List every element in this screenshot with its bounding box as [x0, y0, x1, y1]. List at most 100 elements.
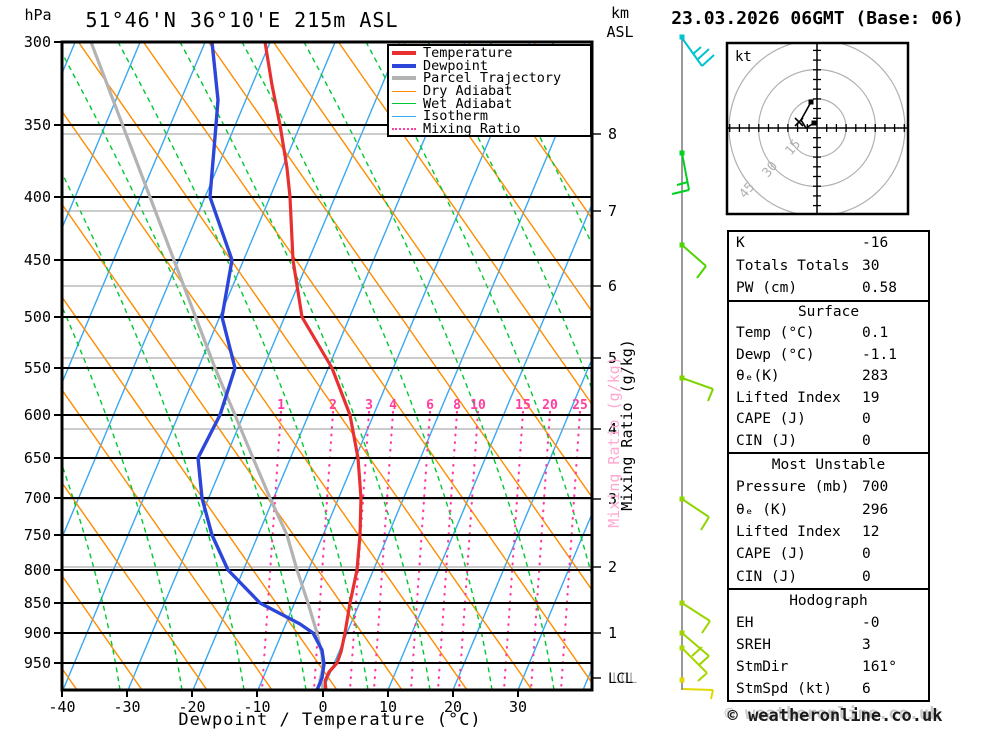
legend-item: Temperature — [392, 47, 590, 60]
wind-barb — [679, 375, 714, 402]
dry-adiabat-line — [62, 295, 338, 690]
altitude-axis-unit-km: km — [610, 4, 630, 22]
legend-item: Dry Adiabat — [392, 84, 590, 98]
table-row: CIN (J) 0 — [729, 566, 928, 588]
temp-tick-label: -30 — [113, 698, 140, 716]
mixing-axis-label: Mixing Ratio (g/kg) — [618, 339, 636, 511]
dry-adiabat-line — [62, 110, 468, 690]
wind-barb-station-dot — [679, 375, 685, 381]
table-row-label: CIN (J) — [736, 568, 798, 585]
isotherm-line — [452, 357, 592, 690]
table-row-value: 700 — [862, 479, 889, 496]
table-row-value: 283 — [862, 368, 889, 385]
wind-barb-column — [671, 34, 715, 700]
dry-adiabat-line — [62, 574, 143, 690]
pressure-tick-label: 550 — [24, 359, 51, 377]
wind-barb-station-dot — [679, 496, 685, 502]
table-row-label: SREH — [736, 637, 771, 653]
table-row-value: 12 — [862, 523, 880, 540]
table-row-label: Lifted Index — [736, 389, 841, 406]
table-row-value: 19 — [862, 389, 880, 406]
dry-adiabat-line — [467, 42, 592, 220]
wet-adiabat-line — [365, 42, 592, 580]
hodograph-border — [725, 41, 910, 216]
wind-barb-station-dot — [679, 645, 685, 651]
pressure-tick-label: 350 — [24, 116, 51, 134]
table-row: EH -0 — [729, 612, 928, 634]
skewt-grid: 1 2 3 4 6 8 10 15 20 25 — [62, 42, 592, 690]
km-tick-label: 2 — [608, 558, 617, 576]
table-row: Dewp (°C) -1.1 — [729, 345, 928, 366]
parcel-trajectory-curve — [89, 42, 326, 690]
table-row: θₑ(K) 283 — [729, 366, 928, 387]
km-tick-label: 8 — [608, 125, 617, 143]
table-section-header: Hodograph — [789, 593, 868, 609]
indices-table: K -16 Totals Totals 30 PW (cm) 0.58 — [727, 230, 930, 302]
run-datetime: 23.03.2026 06GMT (Base: 06) — [671, 8, 964, 29]
temp-tick-label: -40 — [48, 698, 75, 716]
dry-adiabat-line — [207, 42, 592, 592]
table-row-label: θₑ (K) — [736, 501, 789, 518]
dry-adiabat-line — [77, 42, 533, 690]
table-row-value: 296 — [862, 501, 889, 518]
mixing-ratio-line — [436, 410, 459, 690]
table-row-label: PW (cm) — [736, 280, 798, 297]
hodograph-ring-label: 15 — [783, 137, 805, 159]
temp-tick-label: 10 — [379, 698, 397, 716]
table-row: Lifted Index 12 — [729, 521, 928, 543]
altitude-axis-unit-asl: ASL — [606, 23, 634, 41]
table-row-label: θₑ(K) — [736, 368, 780, 385]
table-row-value: 0 — [862, 546, 871, 563]
table-section-header: Surface — [797, 304, 860, 320]
table-row: CAPE (J) 0 — [729, 409, 928, 430]
table-row-value: 30 — [862, 257, 880, 274]
legend-item-label: Mixing Ratio — [423, 120, 521, 137]
legend-line-swatch — [392, 51, 416, 56]
table-row-value: 3 — [862, 637, 871, 653]
mixing-ratio-line — [372, 410, 395, 690]
km-tick-label: 1 — [608, 624, 617, 642]
wind-barb-station-dot — [679, 600, 685, 606]
pressure-axis-unit: hPa — [24, 6, 52, 24]
storm-motion-x-marker — [794, 117, 804, 127]
indices-table: Most Unstable Pressure (mb) 700 θₑ (K) 296 Li… — [727, 452, 930, 590]
table-row-label: Dewp (°C) — [736, 346, 815, 363]
isotherm-line — [62, 42, 206, 385]
temp-tick-label: -20 — [178, 698, 205, 716]
indices-table: Hodograph EH -0 SREH 3 StmDir 161° StmSpd (kt) 6 — [727, 588, 930, 702]
table-row-value: -16 — [862, 235, 889, 251]
isotherm-line — [127, 42, 401, 690]
table-section-header: Most Unstable — [771, 457, 886, 473]
isotherm-line — [62, 42, 141, 230]
table-row-value: -1.1 — [862, 346, 897, 363]
table-row: Totals Totals 30 — [729, 255, 928, 278]
wet-adiabat-line — [303, 42, 555, 690]
station-title: 51°46'N 36°10'E 215m ASL — [85, 8, 399, 32]
mixing-ratio-line — [260, 410, 283, 690]
km-tick-label: 6 — [608, 277, 617, 295]
legend-box: Temperature Dewpoint Parcel Trajectory Dry … — [387, 44, 592, 137]
temp-tick-label: 20 — [444, 698, 462, 716]
wind-barb — [679, 630, 710, 666]
wind-barb — [679, 496, 710, 531]
table-row-value: 0 — [862, 568, 871, 585]
table-row-label: CAPE (J) — [736, 411, 806, 428]
table-row: StmDir 161° — [729, 656, 928, 678]
table-row-label: CAPE (J) — [736, 546, 806, 563]
table-row-value: 0.58 — [862, 280, 897, 297]
table-row-value: 0 — [862, 432, 871, 449]
table-row: θₑ (K) 296 — [729, 499, 928, 521]
wind-barb — [679, 677, 714, 700]
wet-adiabat-line — [117, 42, 369, 690]
legend-item-label: Isotherm — [423, 108, 489, 125]
wind-barb-station-dot — [679, 150, 685, 156]
temp-tick-label: -10 — [243, 698, 270, 716]
mixing-ratio-label: 10 — [470, 398, 486, 413]
pressure-tick-label: 800 — [24, 561, 51, 579]
wet-adiabat-line — [241, 42, 493, 690]
isotherm-line — [257, 42, 531, 690]
pressure-tick-label: 300 — [24, 33, 51, 51]
